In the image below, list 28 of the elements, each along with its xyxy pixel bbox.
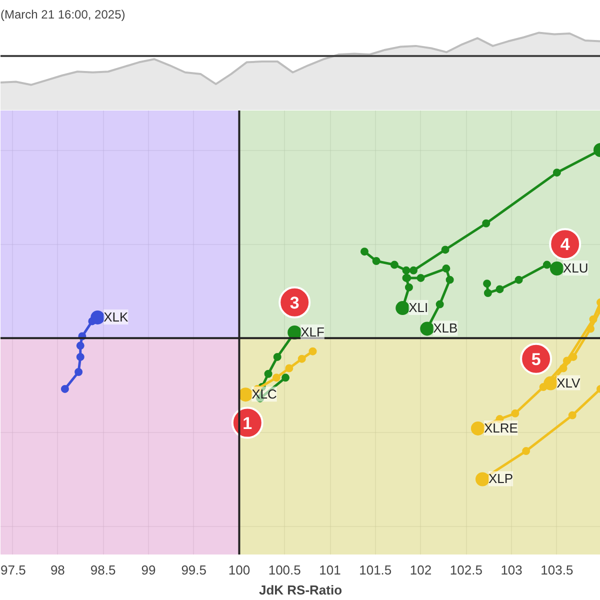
- series-label: XLU: [562, 260, 588, 276]
- x-tick-label: 101: [319, 562, 341, 578]
- annotation: 1: [242, 414, 252, 433]
- series-label: XLV: [556, 375, 581, 390]
- x-tick-label: 102: [410, 562, 432, 578]
- x-tick-label: 99: [141, 562, 156, 578]
- x-tick-label: 103: [500, 562, 522, 578]
- x-tick-label: 100.5: [268, 562, 301, 578]
- x-tick-label: 102.5: [450, 562, 482, 578]
- series-label: XLP: [488, 471, 514, 486]
- x-tick-label: 101.5: [359, 562, 392, 578]
- series-label: XLI: [408, 300, 428, 316]
- x-tick-label: 98: [50, 562, 65, 578]
- x-tick-label: 99.5: [181, 562, 207, 578]
- x-tick-label: 103.5: [540, 562, 574, 578]
- annotation: 3: [290, 293, 300, 312]
- x-tick-label: 97.5: [0, 562, 26, 578]
- series-label: XLK: [104, 309, 129, 324]
- annotation: 4: [560, 235, 570, 254]
- annotation: 5: [531, 350, 541, 369]
- series-label: XLB: [433, 320, 458, 336]
- series-label: XLC: [252, 386, 277, 402]
- series-label: XLF: [300, 324, 324, 340]
- x-tick-label: 98.5: [90, 562, 116, 578]
- x-tick-label: 100: [228, 562, 250, 578]
- x-axis-title: JdK RS-Ratio: [258, 582, 342, 598]
- chart-title: (March 21 16:00, 2025): [0, 8, 126, 22]
- series-label: XLRE: [484, 420, 518, 436]
